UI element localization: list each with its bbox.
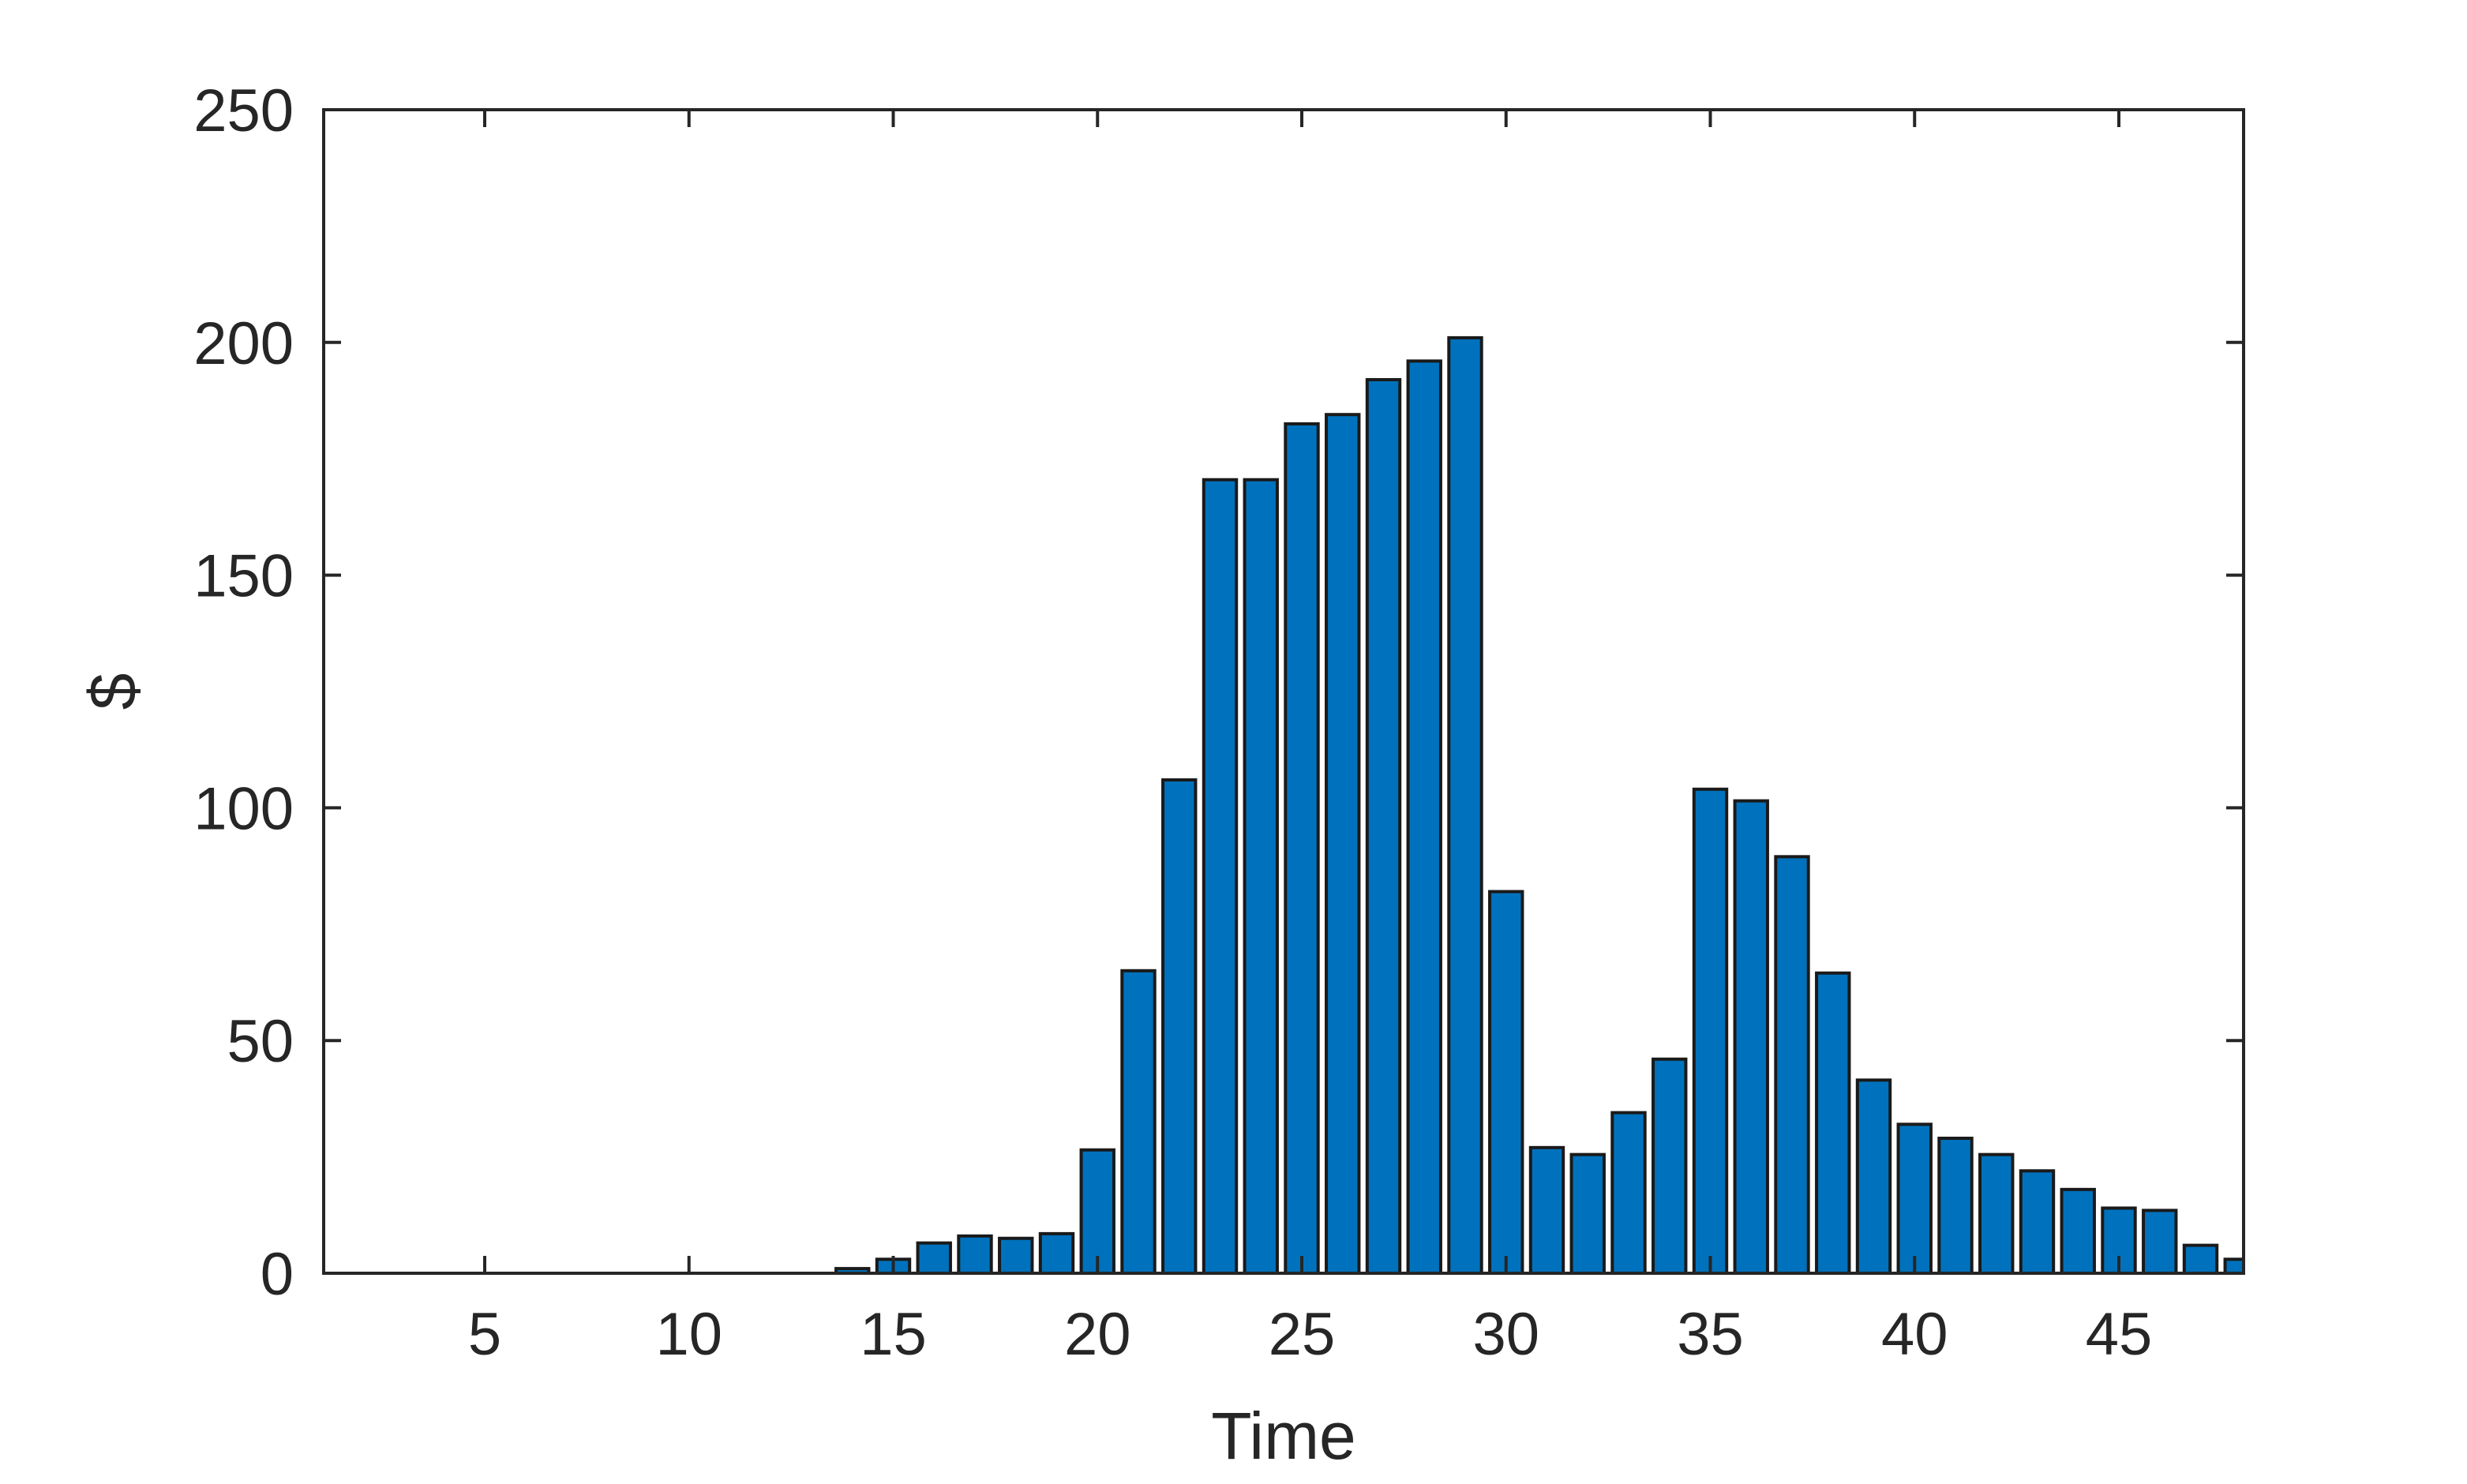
- bar: [1243, 478, 1279, 1273]
- bar: [1610, 1111, 1647, 1273]
- bar: [1079, 1148, 1115, 1273]
- x-tick-label: 5: [468, 1301, 501, 1368]
- bar: [1202, 478, 1239, 1273]
- bar: [2182, 1243, 2219, 1273]
- bar: [1692, 787, 1729, 1273]
- x-axis-label: Time: [1211, 1399, 1356, 1473]
- bar: [1488, 890, 1524, 1273]
- bar: [1937, 1137, 1974, 1273]
- bar: [2223, 1257, 2244, 1273]
- bar: [1325, 413, 1361, 1273]
- y-tick-label: 200: [193, 310, 294, 377]
- bar: [1406, 359, 1442, 1273]
- bar: [916, 1241, 952, 1273]
- y-tick-label: 50: [227, 1008, 294, 1075]
- x-tick-label: 35: [1677, 1301, 1744, 1368]
- x-tick-label: 45: [2086, 1301, 2153, 1368]
- bar: [1652, 1057, 1688, 1273]
- bar: [1120, 969, 1157, 1273]
- bar: [1569, 1152, 1606, 1273]
- y-tick-label: 100: [193, 775, 294, 842]
- x-tick-label: 40: [1881, 1301, 1948, 1368]
- x-tick-label: 25: [1269, 1301, 1336, 1368]
- bar: [2060, 1187, 2096, 1273]
- x-tick-label: 20: [1064, 1301, 1131, 1368]
- y-axis-label: $: [76, 673, 150, 710]
- y-tick-label: 0: [261, 1241, 294, 1308]
- bar: [2019, 1169, 2056, 1273]
- bar: [1733, 799, 1769, 1273]
- x-tick-labels: 5 10 15 20 25 30 35 40 45: [468, 1301, 2152, 1368]
- x-tick-label: 15: [860, 1301, 927, 1368]
- bar: [1447, 335, 1483, 1273]
- bar: [1528, 1145, 1565, 1273]
- y-tick-label: 150: [193, 543, 294, 610]
- bar: [1284, 422, 1320, 1273]
- plot-frame: [322, 108, 2245, 1275]
- bar: [1774, 855, 1810, 1273]
- bar: [1978, 1152, 2015, 1273]
- bar: [998, 1236, 1034, 1273]
- bar: [1896, 1122, 1933, 1273]
- bar: [957, 1234, 993, 1273]
- y-tick-labels: 0 50 100 150 200 250: [193, 77, 294, 1308]
- y-tick-label: 250: [193, 77, 294, 144]
- bar: [1855, 1078, 1892, 1273]
- bar: [1365, 377, 1402, 1273]
- bar: [1038, 1231, 1075, 1273]
- bar: [1161, 778, 1198, 1273]
- x-tick-label: 30: [1472, 1301, 1539, 1368]
- bar-series: [346, 335, 2244, 1273]
- x-tick-label: 10: [655, 1301, 722, 1368]
- bar: [1815, 971, 1851, 1273]
- bar: [2142, 1209, 2178, 1273]
